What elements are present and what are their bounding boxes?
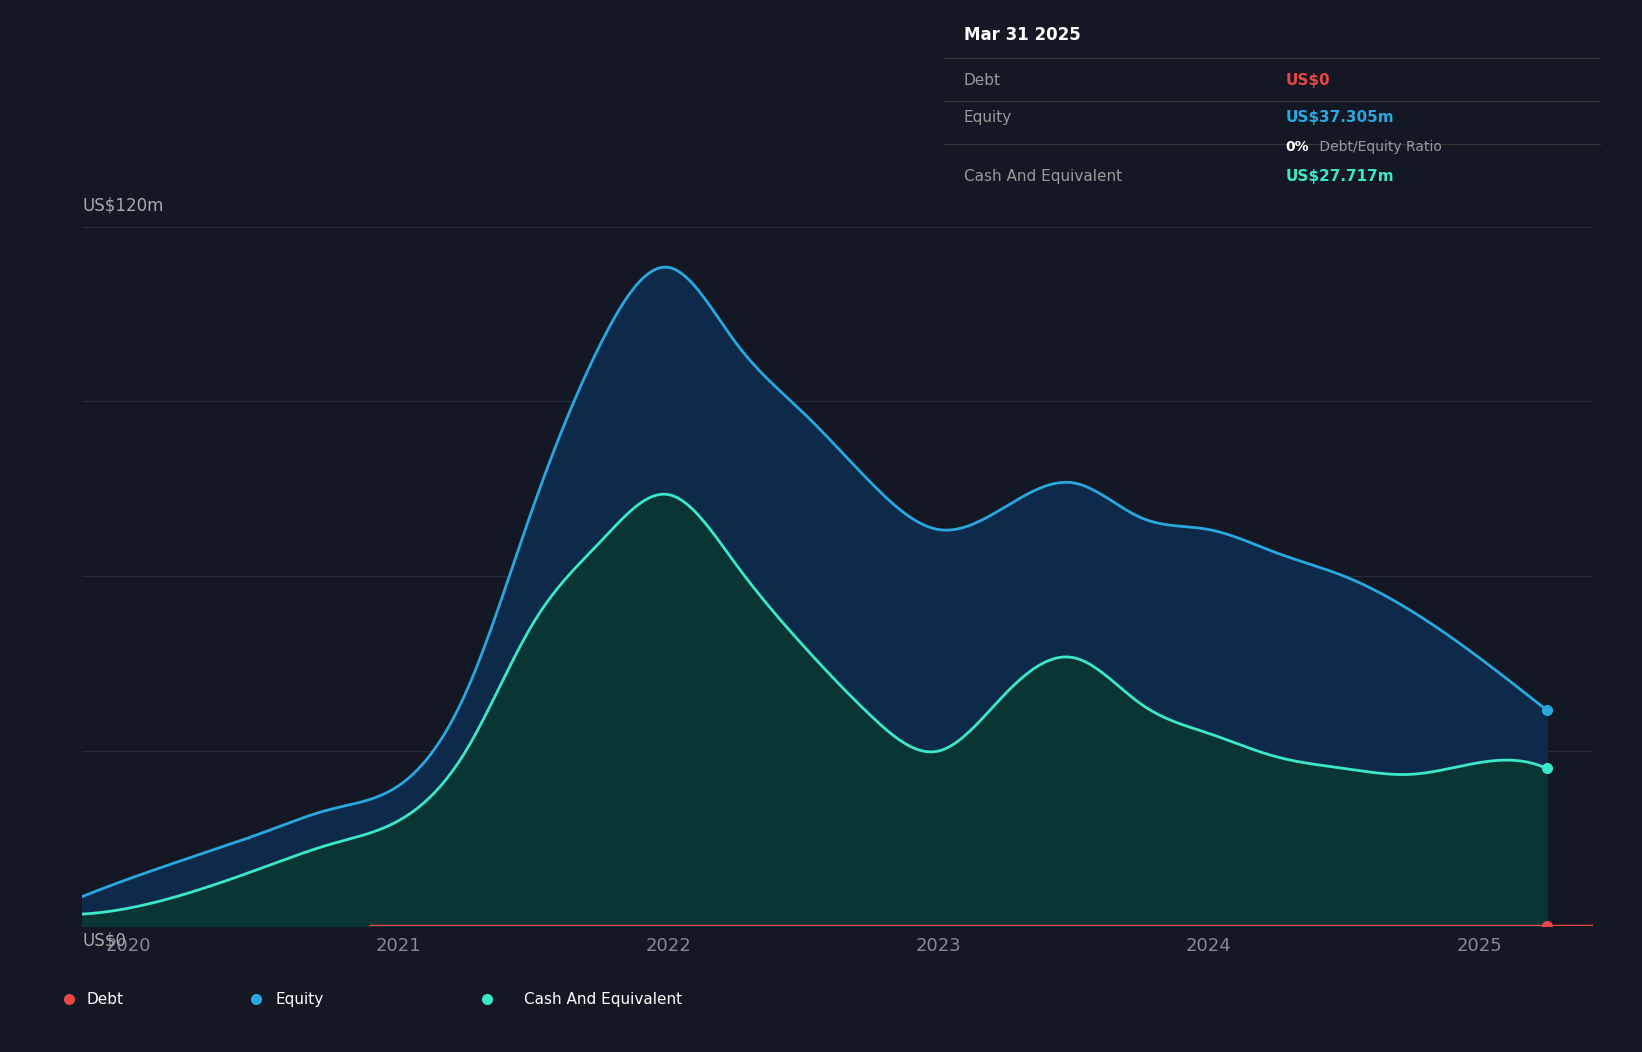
Text: Cash And Equivalent: Cash And Equivalent bbox=[524, 992, 681, 1007]
Text: Debt/Equity Ratio: Debt/Equity Ratio bbox=[1315, 140, 1442, 154]
Text: Equity: Equity bbox=[964, 109, 1011, 125]
Text: Debt: Debt bbox=[85, 992, 123, 1007]
Text: US$27.717m: US$27.717m bbox=[1286, 168, 1394, 184]
Text: US$0: US$0 bbox=[82, 932, 126, 950]
Text: US$0: US$0 bbox=[1286, 73, 1330, 88]
Text: 0%: 0% bbox=[1286, 140, 1309, 154]
Text: US$120m: US$120m bbox=[82, 197, 164, 215]
Text: Debt: Debt bbox=[964, 73, 1002, 88]
Text: Equity: Equity bbox=[276, 992, 323, 1007]
Text: Mar 31 2025: Mar 31 2025 bbox=[964, 26, 1080, 44]
Text: US$37.305m: US$37.305m bbox=[1286, 109, 1394, 125]
Text: Cash And Equivalent: Cash And Equivalent bbox=[964, 168, 1121, 184]
